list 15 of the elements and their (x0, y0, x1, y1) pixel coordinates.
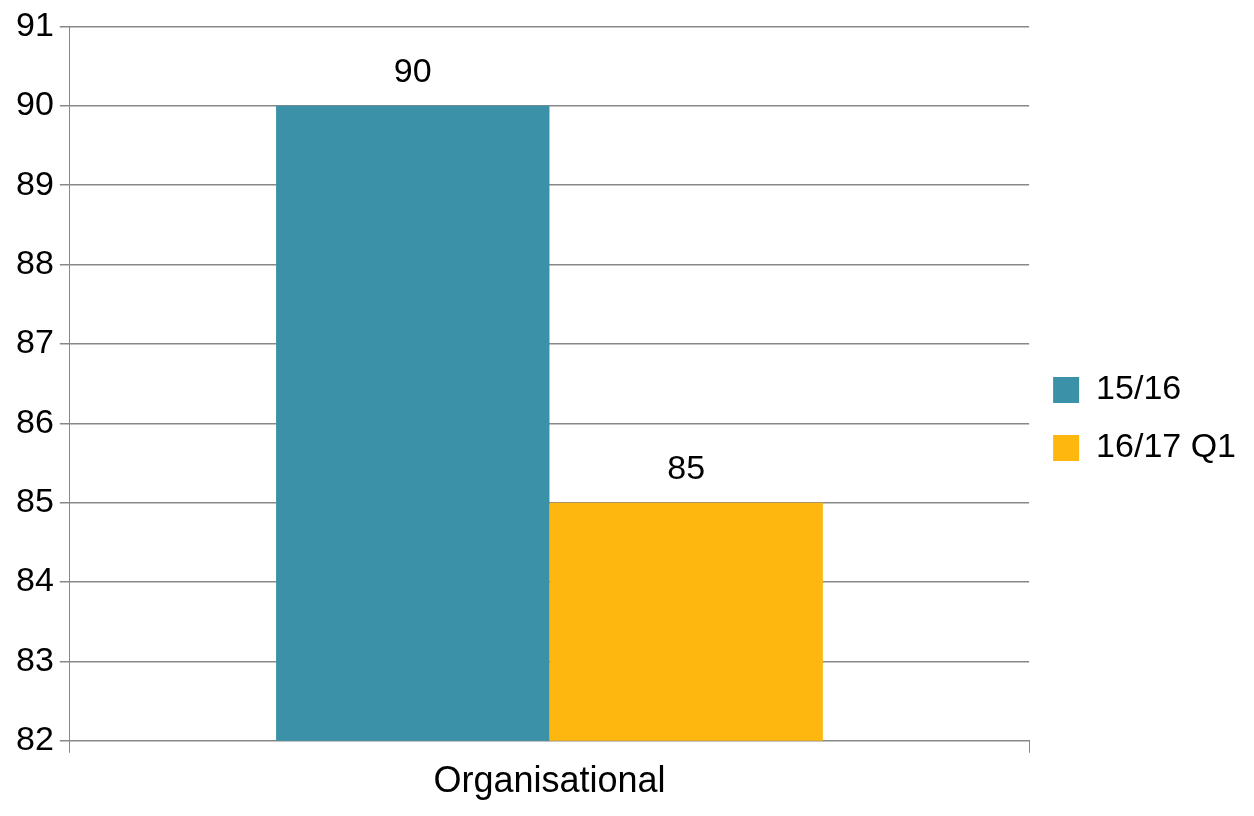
y-tick-label: 85 (15, 481, 54, 520)
y-tick-label: 87 (15, 322, 54, 361)
y-tick-label: 82 (15, 719, 54, 758)
y-tick-label: 86 (15, 401, 54, 440)
y-tick-label: 89 (15, 163, 54, 202)
legend-label: 16/17 Q1 (1096, 426, 1237, 465)
legend-label: 15/16 (1096, 368, 1182, 407)
y-tick-label: 84 (15, 560, 54, 599)
y-tick-label: 83 (15, 639, 54, 678)
y-tick-label: 88 (15, 242, 54, 281)
x-tick-label: Organisational (433, 759, 666, 801)
data-label: 85 (667, 448, 706, 487)
data-label: 90 (393, 51, 432, 90)
y-tick-label: 91 (15, 4, 54, 43)
y-tick-label: 90 (15, 84, 54, 123)
